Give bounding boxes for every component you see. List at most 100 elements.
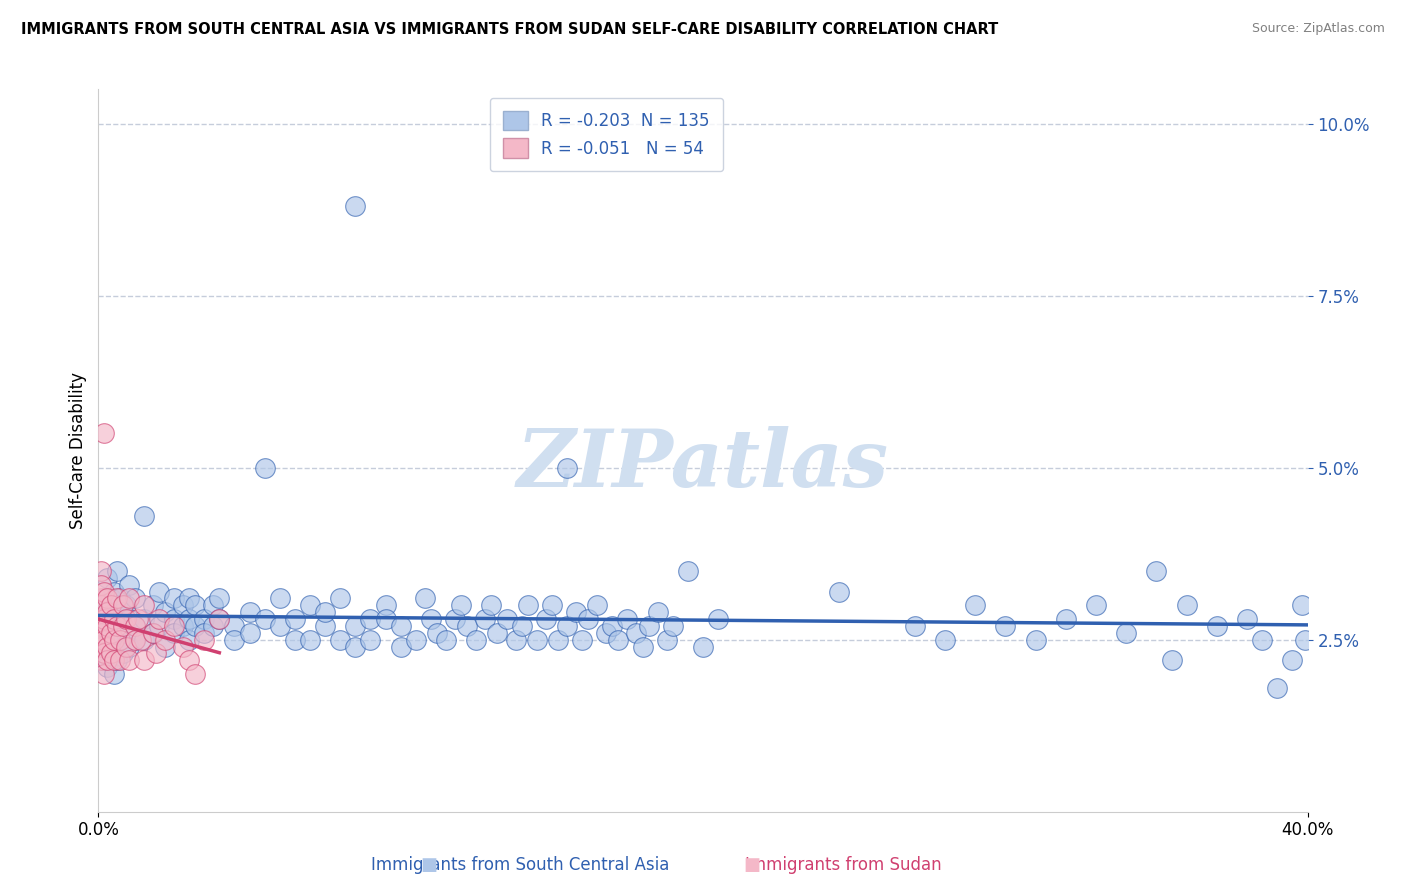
Point [100,591,122,606]
Point [153,640,176,654]
Point [1281,653,1303,667]
Point [105,599,128,613]
Point [93,653,115,667]
Point [90,599,112,613]
Point [124,591,146,606]
Point [172,640,194,654]
Point [555,619,578,633]
Point [100,625,122,640]
Point [1160,653,1182,667]
Point [239,605,262,619]
Point [179,591,201,606]
Point [111,647,134,661]
Point [90,612,112,626]
Point [132,653,155,667]
Point [314,605,336,619]
Point [93,619,115,633]
Point [184,619,207,633]
Point [434,632,457,647]
Point [105,653,128,667]
Point [118,591,141,606]
Point [676,564,699,578]
Point [145,647,167,661]
Point [124,619,146,633]
Text: IMMIGRANTS FROM SOUTH CENTRAL ASIA VS IMMIGRANTS FROM SUDAN SELF-CARE DISABILITY: IMMIGRANTS FROM SOUTH CENTRAL ASIA VS IM… [21,22,998,37]
Point [96,605,118,619]
Point [269,591,291,606]
Point [299,599,322,613]
Point [179,632,201,647]
Point [114,640,136,654]
Point [114,599,136,613]
Point [148,584,170,599]
Point [105,619,128,633]
Point [224,619,246,633]
Point [148,612,170,626]
Point [93,640,115,654]
Point [114,612,136,626]
Point [108,653,131,667]
Point [269,619,291,633]
Point [90,564,112,578]
Point [389,640,412,654]
Text: ■: ■ [744,855,761,873]
Point [153,632,176,647]
Point [93,647,115,661]
Point [360,632,382,647]
Point [374,612,396,626]
Point [661,619,683,633]
Point [108,591,131,606]
Point [96,653,118,667]
Point [576,612,599,626]
Point [163,625,186,640]
Point [142,625,165,640]
Point [90,577,112,591]
Point [96,571,118,585]
Point [100,647,122,661]
Point [904,619,927,633]
Point [626,625,648,640]
Point [153,605,176,619]
Point [193,632,215,647]
Point [124,632,146,647]
Point [111,605,134,619]
Point [103,584,125,599]
Point [595,625,617,640]
Point [555,460,578,475]
Point [142,625,165,640]
Point [90,625,112,640]
Point [547,632,569,647]
Point [374,599,396,613]
Point [163,619,186,633]
Point [96,660,118,674]
Point [534,612,557,626]
Point [565,605,588,619]
Point [163,591,186,606]
Point [655,632,678,647]
Point [456,619,478,633]
Y-axis label: Self-Care Disability: Self-Care Disability [69,372,87,529]
Point [103,640,125,654]
Point [239,625,262,640]
Point [208,612,231,626]
Point [344,619,367,633]
Point [90,653,112,667]
Point [100,647,122,661]
Point [184,599,207,613]
Point [208,612,231,626]
Point [253,612,276,626]
Point [224,632,246,647]
Point [444,612,467,626]
Point [90,625,112,640]
Point [93,584,115,599]
Point [132,508,155,523]
Legend: R = -0.203  N = 135, R = -0.051   N = 54: R = -0.203 N = 135, R = -0.051 N = 54 [489,97,723,171]
Point [360,612,382,626]
Point [90,619,112,633]
Point [111,599,134,613]
Point [103,632,125,647]
Point [118,577,141,591]
Point [90,599,112,613]
Point [510,619,533,633]
Point [163,612,186,626]
